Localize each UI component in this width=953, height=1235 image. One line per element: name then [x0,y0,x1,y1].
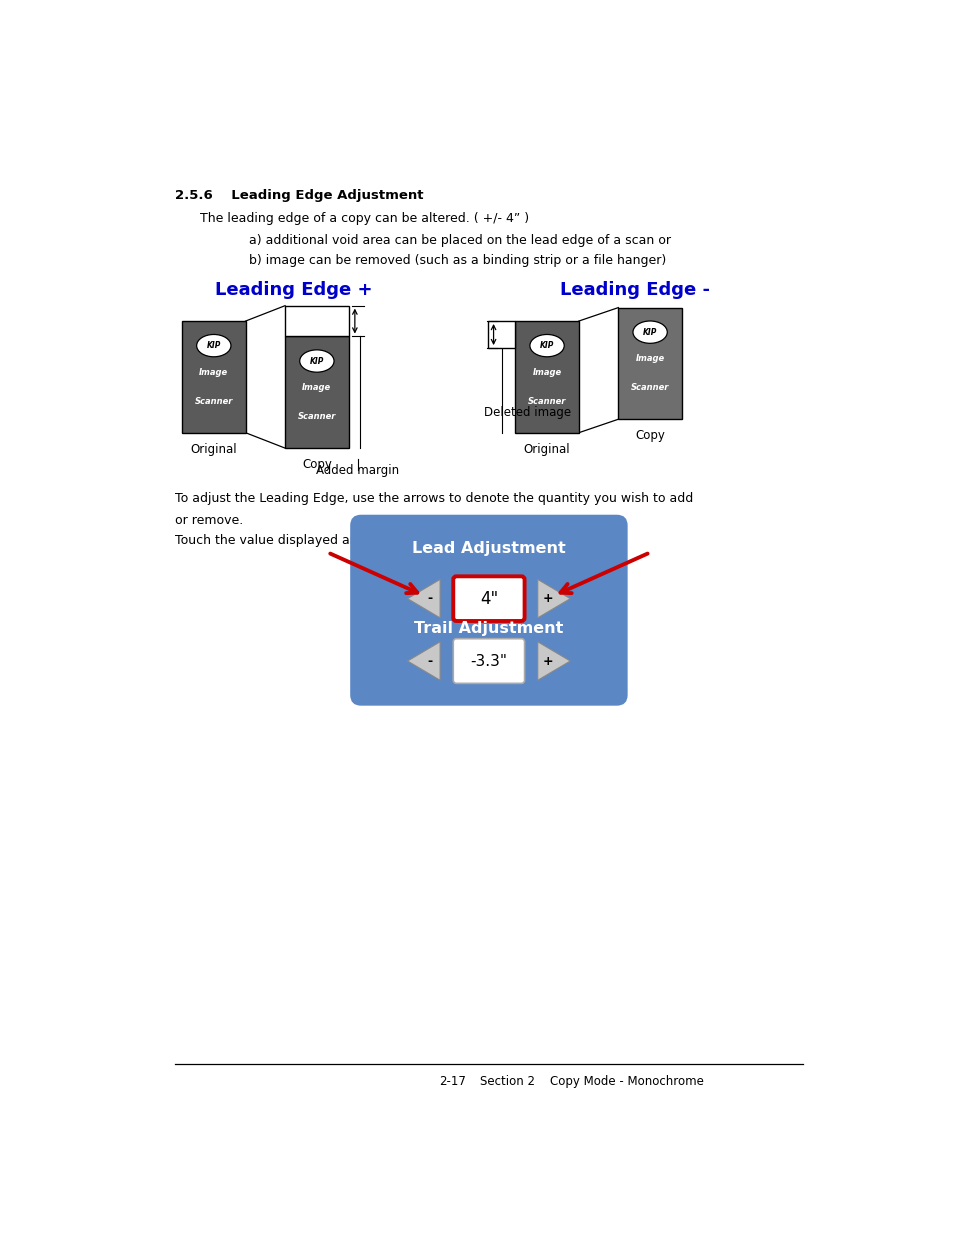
Text: Leading Edge +: Leading Edge + [214,282,372,299]
Text: Copy: Copy [301,458,332,471]
Text: 2-17: 2-17 [438,1074,465,1088]
Text: Scanner: Scanner [194,396,233,406]
FancyBboxPatch shape [350,515,627,705]
Polygon shape [407,642,439,680]
FancyBboxPatch shape [515,321,578,432]
Text: Original: Original [523,442,570,456]
Text: -3.3": -3.3" [470,653,507,668]
Polygon shape [537,642,570,680]
Text: a) additional void area can be placed on the lead edge of a scan or: a) additional void area can be placed on… [249,233,670,247]
Text: Scanner: Scanner [527,396,566,406]
FancyBboxPatch shape [453,577,524,621]
Text: Scanner: Scanner [297,412,335,421]
Text: +: + [542,655,553,668]
Ellipse shape [299,350,334,372]
Text: 2.5.6    Leading Edge Adjustment: 2.5.6 Leading Edge Adjustment [174,189,423,203]
FancyBboxPatch shape [618,308,681,419]
Text: or remove.: or remove. [174,514,243,527]
Text: To adjust the Leading Edge, use the arrows to denote the quantity you wish to ad: To adjust the Leading Edge, use the arro… [174,493,693,505]
FancyBboxPatch shape [488,321,515,348]
Text: KIP: KIP [207,341,221,351]
Text: b) image can be removed (such as a binding strip or a file hanger): b) image can be removed (such as a bindi… [249,253,665,267]
Text: Added margin: Added margin [316,464,399,477]
Text: Deleted image: Deleted image [484,406,571,419]
Text: -: - [427,655,432,668]
Text: KIP: KIP [642,327,657,337]
Ellipse shape [529,335,563,357]
Polygon shape [537,579,570,618]
Text: The leading edge of a copy can be altered. ( +/- 4” ): The leading edge of a copy can be altere… [199,212,528,225]
Text: -: - [427,592,432,605]
FancyBboxPatch shape [353,517,624,703]
FancyBboxPatch shape [285,306,348,336]
Ellipse shape [632,321,666,343]
Ellipse shape [196,335,231,357]
Text: +: + [542,592,553,605]
Polygon shape [407,579,439,618]
Text: Leading Edge -: Leading Edge - [559,282,709,299]
FancyBboxPatch shape [285,336,348,448]
Text: Touch the value displayed area to reset the quantity.: Touch the value displayed area to reset … [174,534,505,547]
Text: Image: Image [302,383,331,393]
Text: Scanner: Scanner [630,384,669,393]
Text: KIP: KIP [539,341,554,351]
Text: Trail Adjustment: Trail Adjustment [414,621,563,636]
Text: Image: Image [199,368,228,377]
Text: Image: Image [635,354,664,363]
Text: Copy: Copy [635,430,664,442]
Text: KIP: KIP [310,357,324,366]
Text: Image: Image [532,368,561,377]
Text: 4": 4" [479,589,497,608]
FancyBboxPatch shape [182,321,245,432]
Text: Section 2    Copy Mode - Monochrome: Section 2 Copy Mode - Monochrome [479,1074,703,1088]
FancyBboxPatch shape [453,638,524,683]
Text: Lead Adjustment: Lead Adjustment [412,541,565,556]
Text: Original: Original [191,442,237,456]
